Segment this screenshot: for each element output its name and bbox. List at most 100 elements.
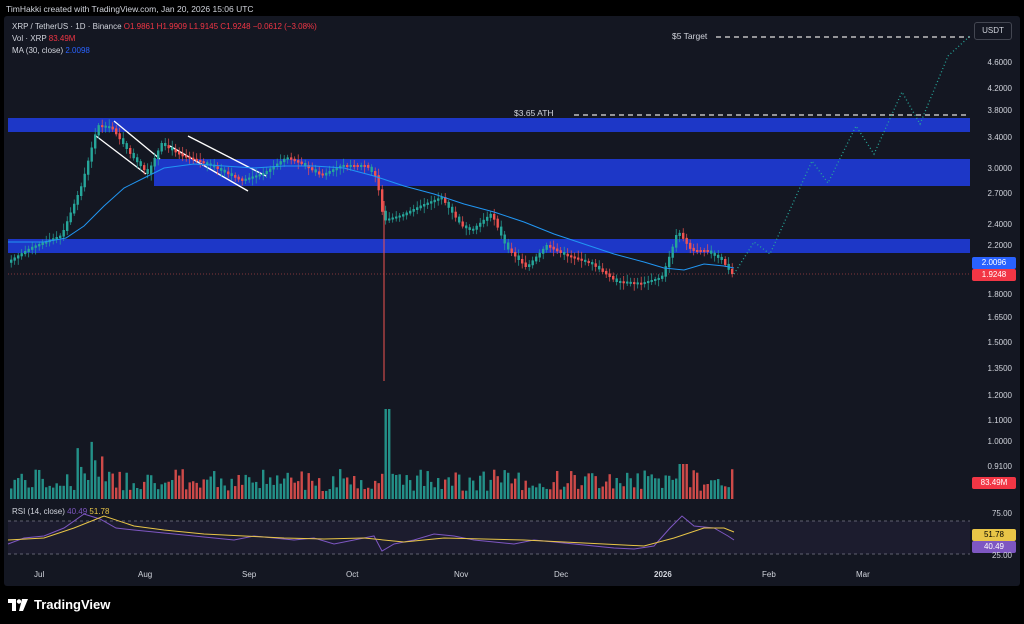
rsi-value-2: 51.78: [89, 507, 110, 516]
volume-bar: [398, 474, 401, 499]
candle-body: [13, 257, 16, 261]
price-tick: 2.2000: [987, 241, 1012, 250]
candle-body: [696, 250, 699, 252]
volume-bar: [45, 487, 48, 499]
candle-body: [493, 213, 496, 220]
candle-body: [160, 143, 163, 152]
rsi-line: [7, 513, 735, 552]
volume-bar: [451, 485, 454, 499]
candle-body: [10, 259, 13, 263]
volume-bar: [27, 487, 30, 499]
candle-body: [384, 210, 387, 221]
tradingview-logo[interactable]: TradingView: [8, 597, 110, 612]
volume-bar: [710, 480, 713, 499]
volume-bar: [412, 490, 415, 499]
volume-bar: [356, 488, 359, 499]
candle-body: [346, 165, 349, 167]
volume-bar: [129, 489, 132, 499]
volume-bar: [48, 485, 51, 499]
candle-body: [300, 161, 303, 164]
volume-bar: [335, 487, 338, 499]
candle-body: [584, 259, 587, 262]
candle-body: [461, 221, 464, 227]
candle-body: [171, 147, 174, 151]
candle-body: [430, 201, 433, 204]
volume-bar: [346, 477, 349, 499]
candle-body: [650, 280, 653, 283]
volume-bar: [132, 483, 135, 499]
legend-ma-value: 2.0098: [65, 46, 90, 55]
price-tick: 1.3500: [987, 364, 1012, 373]
volume-bar: [594, 476, 597, 499]
legend-symbol-name: XRP / TetherUS · 1D · Binance: [12, 22, 122, 31]
candle-body: [185, 155, 188, 158]
candle-body: [76, 195, 79, 205]
volume-bar: [717, 479, 720, 499]
candle-body: [615, 278, 618, 282]
volume-bar: [265, 483, 268, 499]
volume-bar: [237, 474, 240, 499]
candle-body: [724, 259, 727, 265]
candle-body: [381, 189, 384, 212]
candle-body: [496, 218, 499, 228]
volume-bar: [563, 486, 566, 499]
volume-bar: [440, 488, 443, 499]
volume-bar: [489, 479, 492, 499]
candle-body: [703, 250, 706, 252]
volume-bar: [13, 479, 16, 499]
volume-bar: [531, 485, 534, 499]
candle-body: [668, 256, 671, 268]
candle-body: [570, 255, 573, 258]
candle-body: [587, 260, 590, 264]
volume-bar: [671, 479, 674, 499]
candle-body: [510, 248, 513, 253]
time-tick: Jul: [34, 570, 45, 579]
candle-body: [90, 147, 93, 162]
volume-bar: [311, 480, 314, 499]
volume-bar: [290, 477, 293, 499]
candle-body: [41, 242, 44, 245]
legend-volume[interactable]: Vol · XRP 83.49M: [12, 34, 75, 44]
volume-bar: [444, 479, 447, 499]
candle-body: [388, 218, 391, 221]
price-chart[interactable]: [4, 16, 1020, 586]
volume-bar: [433, 487, 436, 499]
candle-body: [377, 175, 380, 191]
volume-bar: [577, 488, 580, 499]
candle-body: [517, 255, 520, 260]
candle-body: [213, 164, 216, 168]
price-tick: 2.4000: [987, 220, 1012, 229]
volume-bar: [244, 474, 247, 499]
time-tick: Aug: [138, 570, 153, 579]
candle-body: [367, 165, 370, 168]
volume-bar: [668, 475, 671, 499]
candle-body: [605, 270, 608, 275]
volume-bar: [202, 479, 205, 499]
currency-button[interactable]: USDT: [974, 22, 1012, 40]
volume-bar: [405, 475, 408, 499]
legend-symbol[interactable]: XRP / TetherUS · 1D · Binance O1.9861 H1…: [12, 22, 317, 32]
chart-pane[interactable]: XRP / TetherUS · 1D · Binance O1.9861 H1…: [4, 16, 1020, 586]
volume-bar: [570, 471, 573, 499]
volume-bar: [472, 480, 475, 499]
candle-body: [20, 253, 23, 257]
candle-body: [594, 263, 597, 267]
volume-bar: [573, 475, 576, 499]
volume-bar: [216, 487, 219, 499]
candle-body: [391, 217, 394, 220]
ma-price-tag: 2.0096: [972, 257, 1016, 269]
legend-ma[interactable]: MA (30, close) 2.0098: [12, 46, 90, 56]
rsi-tick-75: 75.00: [991, 509, 1012, 518]
candle-body: [258, 174, 261, 177]
candle-body: [146, 169, 149, 174]
candle-body: [482, 219, 485, 224]
candle-body: [423, 204, 426, 207]
volume-bar: [605, 481, 608, 499]
volume-bar: [650, 474, 653, 499]
volume-bar: [391, 473, 394, 499]
legend-rsi[interactable]: RSI (14, close) 40.49 51.78: [12, 507, 109, 516]
rsi-ma-line: [7, 515, 735, 547]
volume-bar: [325, 490, 328, 499]
candle-body: [465, 225, 468, 229]
chart-credit: TimHakki created with TradingView.com, J…: [6, 4, 254, 14]
